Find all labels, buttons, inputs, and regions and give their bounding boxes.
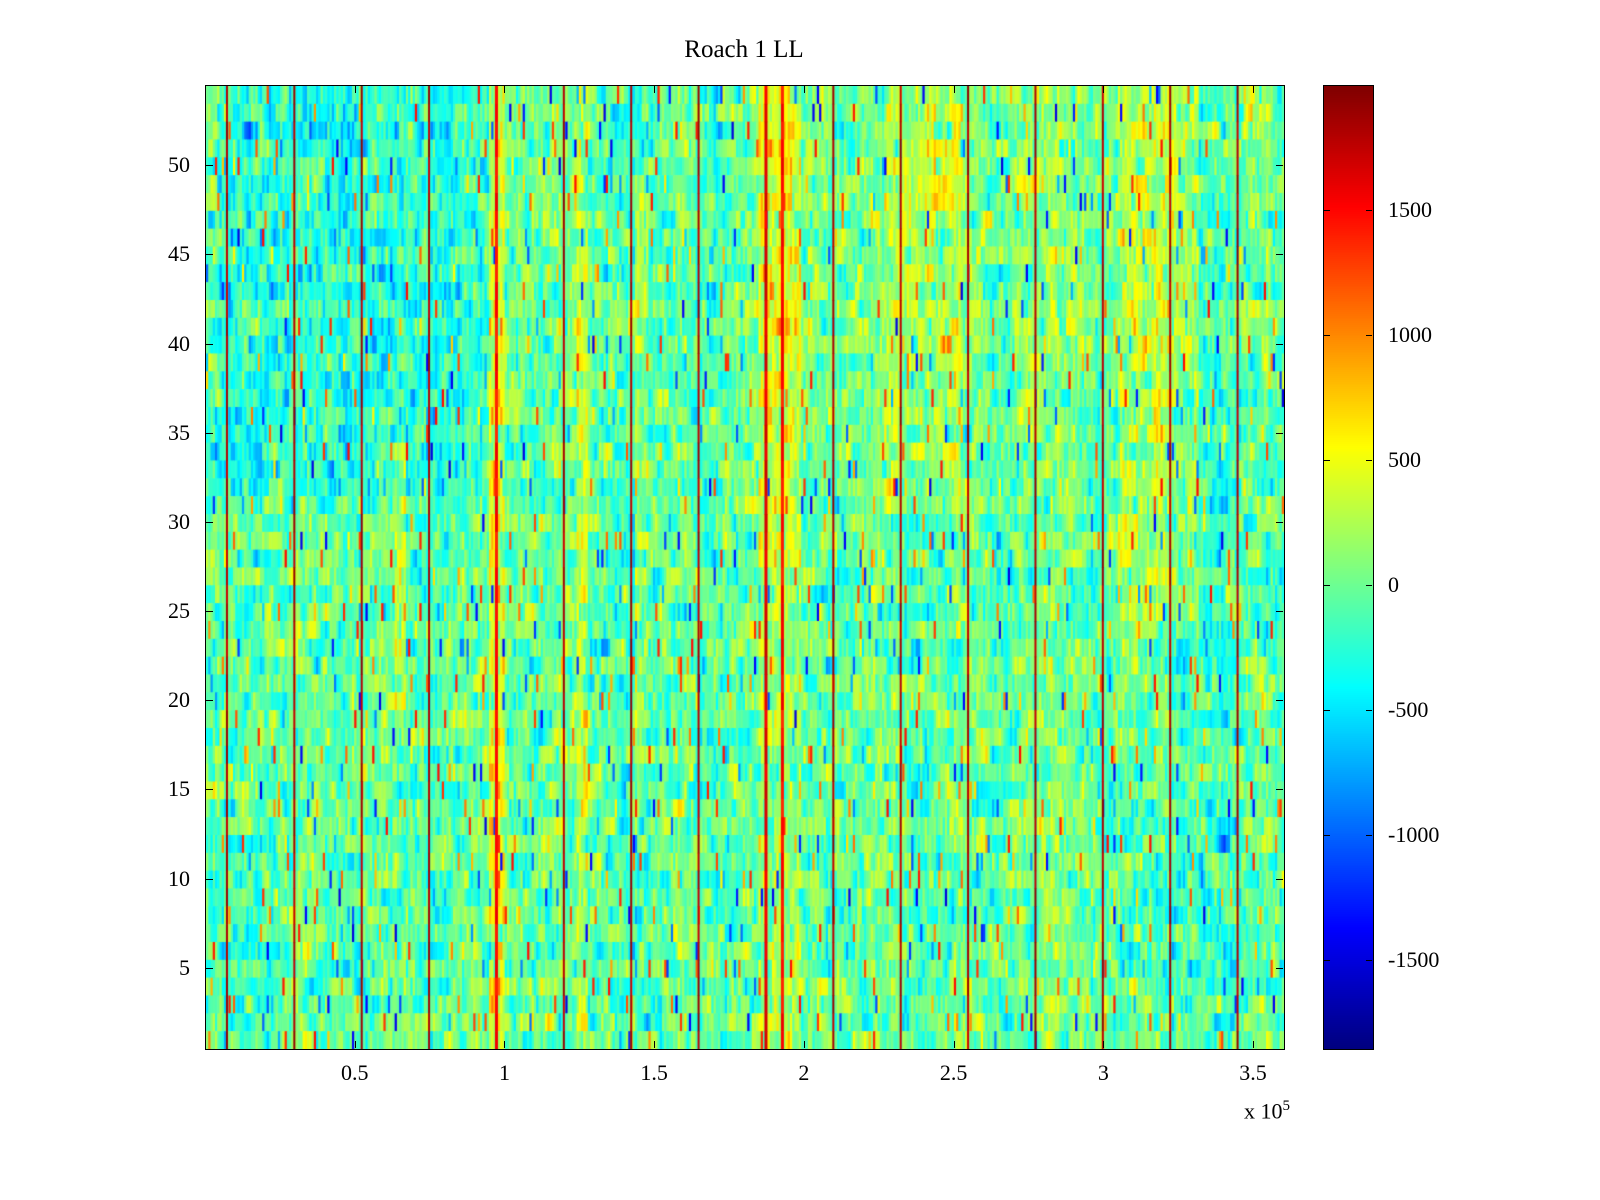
x-tick-label: 3 [1097,1060,1109,1085]
x-tick-label: 1 [498,1060,510,1085]
colorbar-tick-label: -1500 [1388,947,1440,973]
y-tick-mark [1276,878,1283,880]
colorbar-tick-label: 1000 [1388,322,1432,348]
y-tick-mark [1276,611,1283,613]
y-tick-mark [206,700,213,702]
x-tick-mark [354,86,356,93]
x-tick-mark [803,86,805,93]
colorbar-tick-mark [1324,210,1330,212]
y-tick-mark [1276,165,1283,167]
y-tick-mark [1276,789,1283,791]
x-tick-mark [1253,86,1255,93]
colorbar-tick-label: 0 [1388,572,1399,598]
colorbar-tick-mark [1366,960,1372,962]
colorbar-tick-label: 500 [1388,447,1421,473]
y-tick-mark [1276,700,1283,702]
colorbar-tick-mark [1324,585,1330,587]
y-tick-mark [206,254,213,256]
y-tick-mark [1276,967,1283,969]
x-tick-mark [1103,1041,1105,1048]
y-tick-mark [206,432,213,434]
x-tick-label: 3.5 [1239,1060,1267,1085]
colorbar-tick-label: -1000 [1388,822,1440,848]
x-multiplier-base: x 10 [1244,1098,1283,1124]
x-axis-multiplier: x 105 [1150,1098,1290,1124]
x-tick-label: 0.5 [340,1060,369,1085]
y-tick-label: 45 [168,241,190,267]
y-tick-mark [1276,432,1283,434]
x-tick-mark [654,1041,656,1048]
x-tick-mark [1253,1041,1255,1048]
colorbar-tick-mark [1324,710,1330,712]
x-multiplier-exponent: 5 [1282,1098,1291,1114]
colorbar-tick-mark [1324,835,1330,837]
x-tick-mark [953,86,955,93]
colorbar-tick-mark [1366,460,1372,462]
y-tick-label: 15 [168,776,190,802]
y-tick-mark [1276,521,1283,523]
y-tick-label: 50 [168,152,190,178]
x-tick-label: 2 [798,1060,810,1085]
y-tick-label: 30 [168,508,190,534]
x-tick-mark [504,1041,506,1048]
y-tick-label: 35 [168,419,190,445]
y-tick-mark [206,967,213,969]
y-tick-label: 5 [179,954,190,980]
colorbar-canvas [1324,86,1373,1049]
plot-area [205,85,1285,1050]
colorbar-tick-label: -500 [1388,697,1429,723]
y-tick-label: 20 [168,687,190,713]
colorbar-tick-mark [1366,585,1372,587]
x-tick-label: 1.5 [640,1060,668,1085]
colorbar-tick-mark [1324,960,1330,962]
colorbar [1323,85,1374,1050]
x-tick-mark [1103,86,1105,93]
colorbar-tick-mark [1366,210,1372,212]
colorbar-tick-mark [1324,460,1330,462]
y-tick-mark [206,165,213,167]
y-tick-mark [1276,254,1283,256]
y-tick-mark [206,878,213,880]
chart-title: Roach 1 LL [684,36,804,63]
heatmap-canvas [206,86,1284,1049]
colorbar-tick-mark [1324,335,1330,337]
colorbar-tick-mark [1366,710,1372,712]
y-tick-mark [206,343,213,345]
y-tick-mark [206,611,213,613]
y-tick-mark [206,789,213,791]
x-tick-mark [654,86,656,93]
y-tick-mark [206,521,213,523]
colorbar-tick-mark [1366,835,1372,837]
x-tick-mark [803,1041,805,1048]
y-tick-mark [1276,343,1283,345]
y-tick-label: 25 [168,598,190,624]
x-tick-mark [354,1041,356,1048]
x-tick-label: 2.5 [939,1060,968,1085]
y-tick-label: 40 [168,330,190,356]
x-tick-mark [953,1041,955,1048]
colorbar-tick-mark [1366,335,1372,337]
colorbar-tick-label: 1500 [1388,197,1432,223]
x-tick-mark [504,86,506,93]
y-tick-label: 10 [168,865,190,891]
